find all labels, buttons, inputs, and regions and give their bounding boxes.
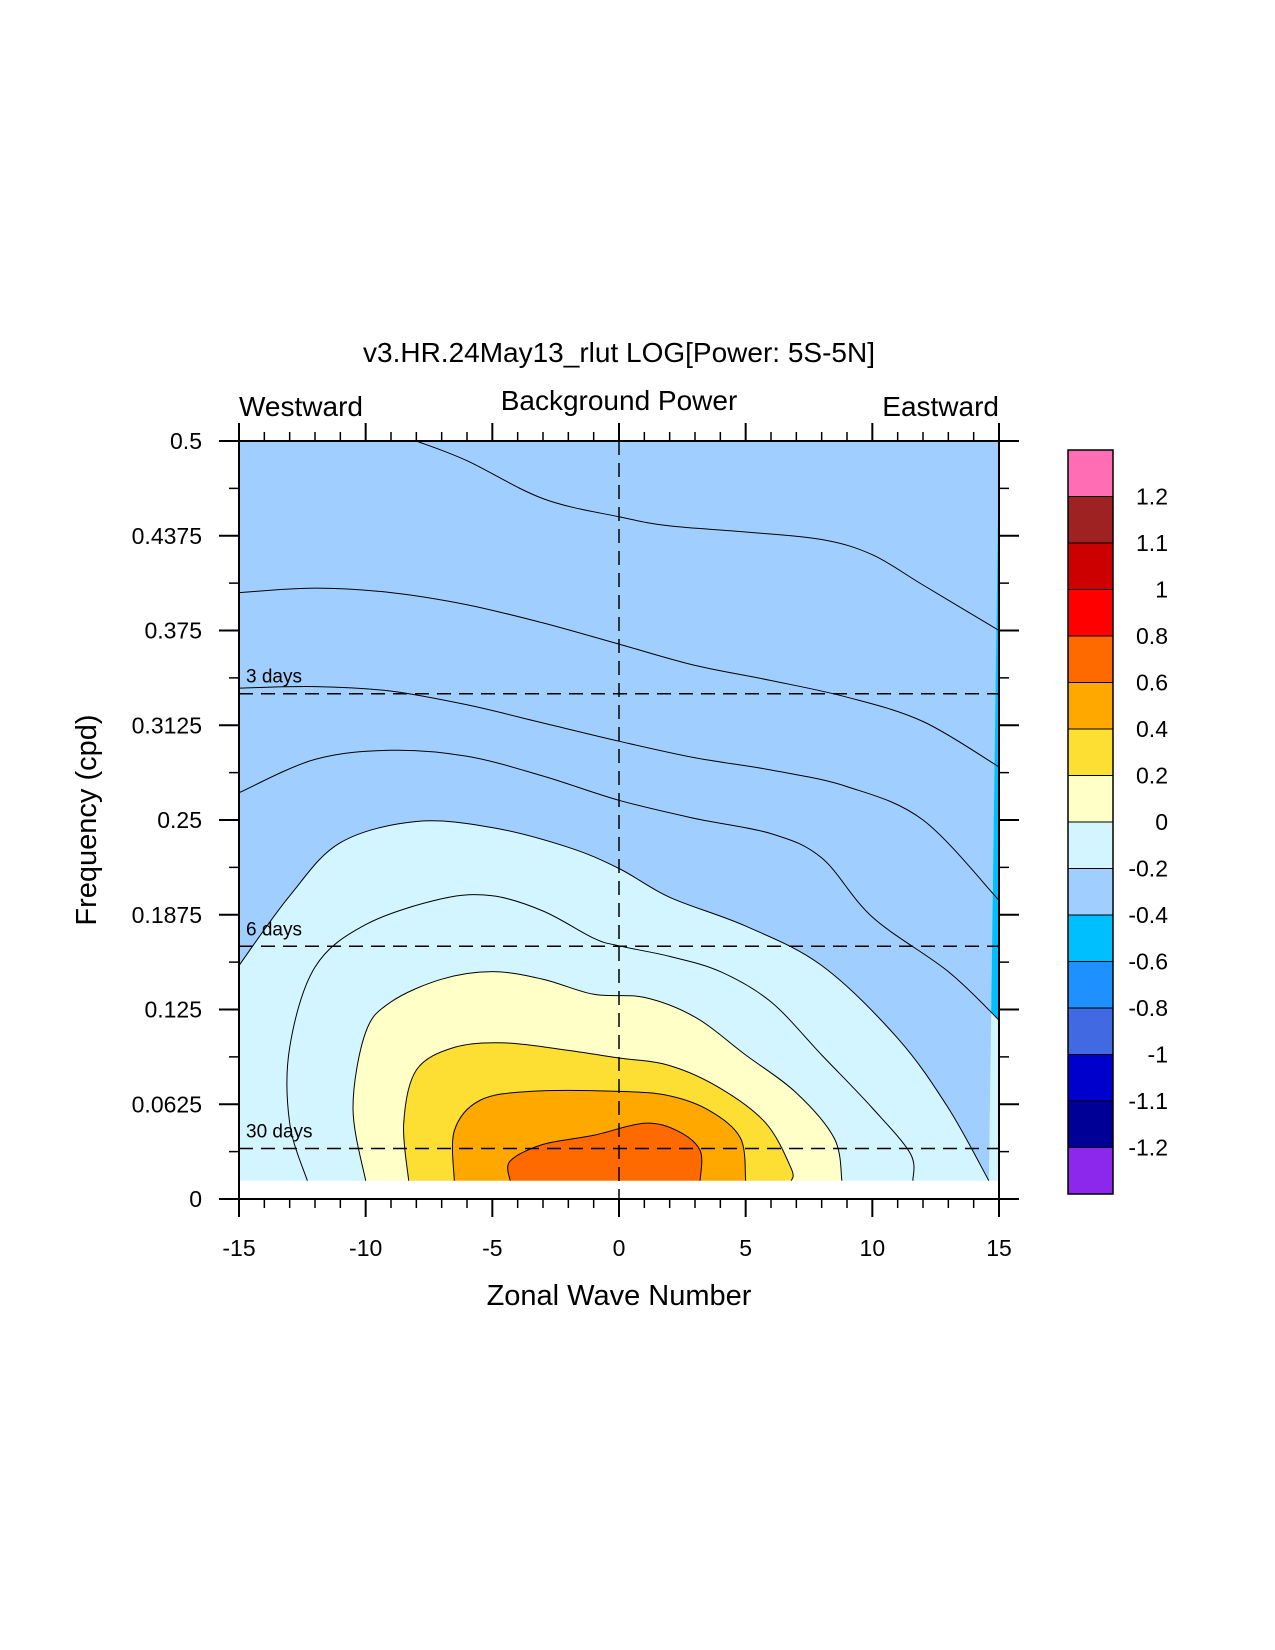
colorbar-swatch	[1067, 1147, 1114, 1195]
colorbar-label: 1.1	[1136, 530, 1168, 556]
colorbar-label: -1.2	[1128, 1135, 1168, 1161]
colorbar-label: 1.2	[1136, 484, 1168, 510]
colorbar-label: 0.8	[1136, 623, 1168, 649]
colorbar-swatch	[1067, 1054, 1114, 1102]
x-tick-label: 0	[613, 1235, 626, 1261]
contour-line-9	[507, 1122, 703, 1181]
colorbar-label: -0.6	[1128, 949, 1168, 975]
colorbar-label: 0.4	[1136, 716, 1168, 742]
contour-line-2	[239, 686, 999, 901]
colorbar-label: -0.8	[1128, 995, 1168, 1021]
colorbar-swatch	[1067, 449, 1114, 497]
colorbar-label: 0	[1155, 809, 1168, 835]
y-tick-label: 0.0625	[132, 1091, 202, 1117]
colorbar-label: -1	[1148, 1042, 1168, 1068]
contour-band-4	[239, 441, 999, 1181]
colorbar-label: 0.2	[1136, 763, 1168, 789]
colorbar-label: -1.1	[1128, 1088, 1168, 1114]
y-tick-label: 0	[189, 1186, 202, 1212]
subtitle-westward: Westward	[239, 391, 363, 422]
contour-line-3	[239, 749, 999, 1021]
chart-title: v3.HR.24May13_rlut LOG[Power: 5S-5N]	[363, 337, 875, 368]
reference-line-label-2: 30 days	[246, 1122, 313, 1143]
colorbar-swatch	[1067, 775, 1114, 823]
y-tick-label: 0.4375	[132, 523, 202, 549]
reference-line-label-1: 6 days	[246, 919, 302, 940]
contour-line-6	[352, 971, 843, 1181]
colorbar-swatch	[1067, 961, 1114, 1009]
x-tick-label: 10	[860, 1235, 886, 1261]
colorbar-label: -0.4	[1128, 902, 1168, 928]
y-tick-label: 0.25	[157, 807, 202, 833]
x-tick-label: -10	[349, 1235, 382, 1261]
reference-line-label-0: 3 days	[246, 667, 302, 688]
x-axis-label: Zonal Wave Number	[487, 1280, 752, 1312]
contour-line-5	[286, 894, 915, 1181]
contour-band-9	[507, 1123, 702, 1181]
y-tick-label: 0.375	[144, 618, 202, 644]
colorbar-swatch	[1067, 868, 1114, 916]
subtitle-eastward: Eastward	[882, 391, 999, 422]
colorbar-swatch	[1067, 589, 1114, 637]
x-tick-label: 5	[739, 1235, 752, 1261]
colorbar-swatch	[1067, 542, 1114, 590]
colorbar-swatch	[1067, 1100, 1114, 1148]
subtitle-background-power: Background Power	[501, 385, 738, 416]
contour-line-0	[416, 441, 999, 631]
x-tick-label: 15	[986, 1235, 1012, 1261]
contour-fills	[239, 441, 999, 1199]
y-tick-label: 0.1875	[132, 902, 202, 928]
colorbar-swatch	[1067, 682, 1114, 730]
colorbar: 1.2 1.1 1 0.8 0.6 0.4 0.2 0 -0.2 -0.4 -0.6 -0.8 -1 -1…	[1067, 449, 1168, 1195]
x-tick-label: -5	[482, 1235, 502, 1261]
colorbar-label: 1	[1155, 577, 1168, 603]
colorbar-swatch	[1067, 496, 1114, 544]
contour-line-7	[403, 1042, 794, 1181]
colorbar-swatch	[1067, 1007, 1114, 1055]
colorbar-frame	[1067, 449, 1114, 1195]
colorbar-label: -0.2	[1128, 856, 1168, 882]
y-tick-label: 0.5	[170, 428, 202, 454]
x-tick-label: -15	[222, 1235, 255, 1261]
colorbar-swatch	[1067, 821, 1114, 869]
colorbar-label: 0.6	[1136, 670, 1168, 696]
colorbar-swatch	[1067, 728, 1114, 776]
y-tick-label: 0.3125	[132, 712, 202, 738]
axis-ticks: -15 -10 -5 0 5 10 15 0 0.0625 0.125 0.1875 0.25 0.31…	[132, 423, 1019, 1261]
contour-line-4	[239, 820, 990, 1182]
y-axis-label: Frequency (cpd)	[71, 714, 103, 925]
colorbar-swatch	[1067, 914, 1114, 962]
y-tick-label: 0.125	[144, 997, 202, 1023]
colorbar-swatch	[1067, 635, 1114, 683]
